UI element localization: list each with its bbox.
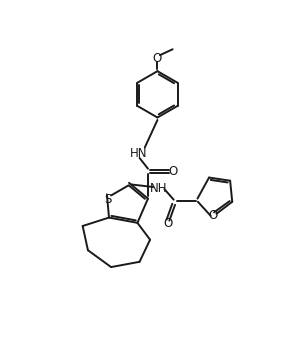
- Text: HN: HN: [130, 147, 147, 160]
- Text: O: O: [153, 52, 162, 64]
- Text: NH: NH: [150, 182, 167, 195]
- Text: S: S: [104, 193, 112, 206]
- Text: O: O: [209, 209, 218, 222]
- Text: O: O: [169, 165, 178, 178]
- Text: O: O: [163, 218, 173, 230]
